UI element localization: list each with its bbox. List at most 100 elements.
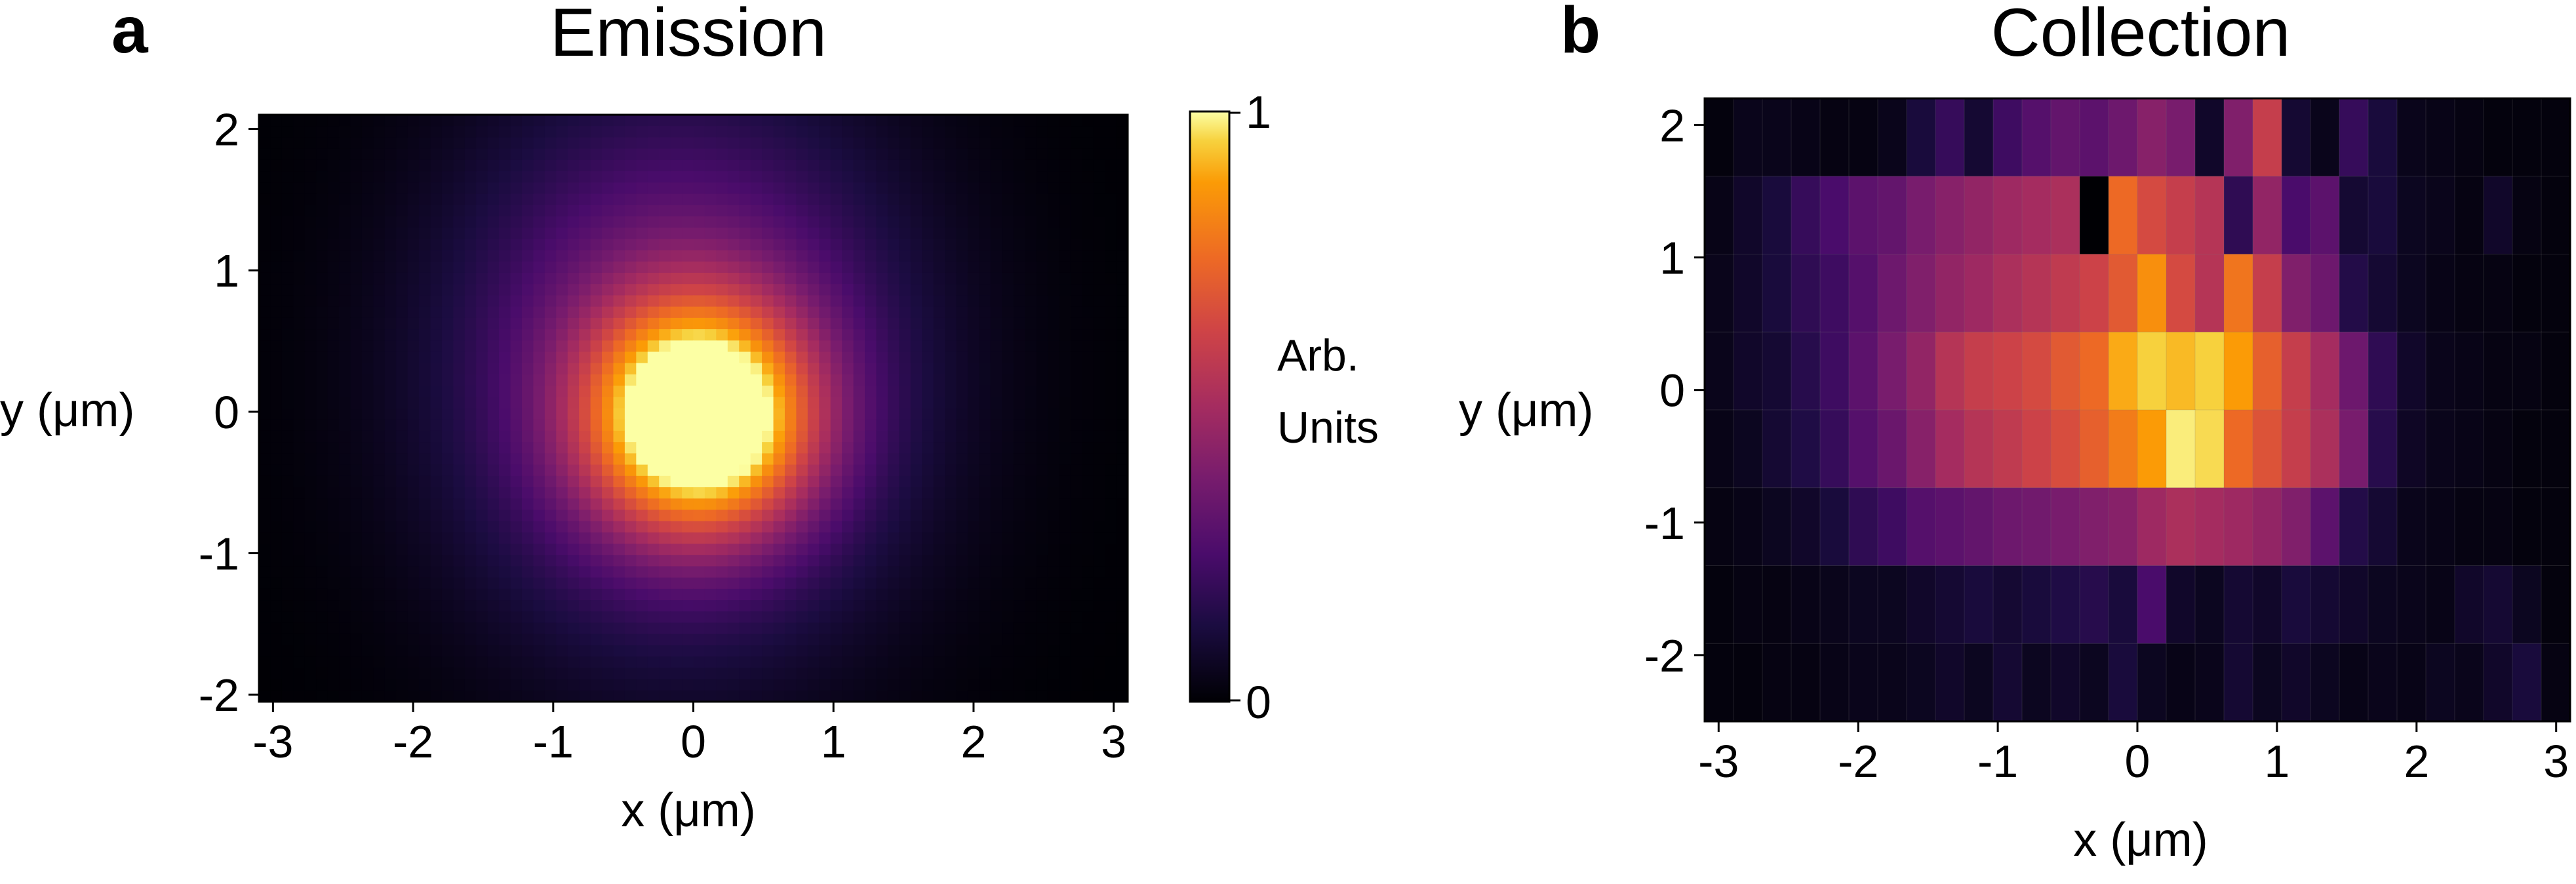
emission-cell	[350, 566, 363, 578]
collection-cell	[2050, 98, 2080, 177]
emission-cell	[887, 442, 900, 454]
collection-cell	[2137, 487, 2167, 567]
emission-cell	[293, 239, 306, 251]
emission-cell	[293, 340, 306, 353]
emission-cell	[304, 656, 317, 668]
emission-cell	[727, 295, 740, 308]
emission-cell	[887, 182, 900, 195]
emission-cell	[853, 408, 865, 420]
emission-cell	[1105, 510, 1117, 522]
emission-cell	[659, 645, 671, 657]
emission-cell	[602, 193, 614, 206]
emission-cell	[830, 159, 842, 172]
emission-cell	[727, 656, 740, 668]
collection-cell	[2339, 254, 2369, 333]
emission-cell	[304, 487, 317, 499]
emission-cell	[624, 668, 637, 680]
emission-cell	[407, 668, 420, 680]
emission-cell	[807, 397, 820, 409]
emission-cell	[624, 464, 637, 477]
emission-cell	[979, 690, 991, 702]
emission-cell	[830, 115, 842, 127]
collection-cell	[1935, 409, 1965, 489]
emission-cell	[796, 148, 808, 161]
emission-cell	[762, 679, 774, 691]
emission-cell	[602, 340, 614, 353]
emission-cell	[727, 588, 740, 601]
emission-cell	[339, 126, 351, 138]
emission-cell	[922, 295, 934, 308]
emission-cell	[933, 532, 945, 544]
emission-cell	[1047, 126, 1060, 138]
emission-cell	[990, 408, 1002, 420]
emission-cell	[762, 352, 774, 364]
emission-cell	[350, 261, 363, 273]
emission-cell	[853, 272, 865, 285]
emission-cell	[922, 430, 934, 443]
emission-cell	[441, 352, 454, 364]
collection-cell	[2050, 176, 2080, 255]
collection-cell	[1733, 98, 1763, 177]
emission-cell	[865, 261, 877, 273]
collection-cell	[2223, 565, 2253, 645]
emission-cell	[579, 498, 591, 510]
collection-cell	[1762, 176, 1792, 255]
emission-cell	[521, 645, 534, 657]
emission-cell	[956, 453, 968, 466]
emission-cell	[510, 622, 523, 635]
emission-cell	[682, 397, 694, 409]
emission-cell	[636, 475, 648, 488]
emission-cell	[979, 193, 991, 206]
emission-cell	[670, 159, 683, 172]
emission-cell	[361, 475, 374, 488]
emission-cell	[807, 532, 820, 544]
emission-cell	[567, 453, 580, 466]
emission-cell	[499, 510, 511, 522]
emission-cell	[716, 272, 728, 285]
emission-cell	[796, 228, 808, 239]
emission-cell	[350, 690, 363, 702]
emission-cell	[910, 611, 922, 624]
emission-cell	[613, 419, 625, 432]
emission-cell	[499, 690, 511, 702]
emission-cell	[979, 611, 991, 624]
emission-cell	[1105, 577, 1117, 590]
emission-cell	[727, 159, 740, 172]
emission-cell	[682, 182, 694, 195]
collection-cell	[2281, 176, 2311, 255]
emission-cell	[659, 487, 671, 499]
emission-cell	[499, 137, 511, 150]
emission-cell	[544, 668, 557, 680]
emission-cell	[762, 329, 774, 341]
emission-cell	[373, 442, 386, 454]
emission-cell	[533, 611, 545, 624]
emission-cell	[259, 588, 271, 601]
emission-cell	[590, 464, 603, 477]
emission-cell	[499, 588, 511, 601]
emission-cell	[579, 261, 591, 273]
emission-cell	[682, 352, 694, 364]
emission-cell	[670, 622, 683, 635]
emission-cell	[796, 600, 808, 612]
emission-cell	[945, 430, 957, 443]
emission-cell	[762, 555, 774, 567]
emission-cell	[567, 148, 580, 161]
collection-cell	[2252, 98, 2282, 177]
emission-cell	[910, 544, 922, 555]
emission-cell	[259, 532, 271, 544]
emission-cell	[1070, 284, 1082, 296]
emission-cell	[887, 228, 900, 239]
emission-cell	[659, 228, 671, 239]
emission-cell	[739, 600, 751, 612]
emission-cell	[1036, 679, 1048, 691]
emission-cell	[544, 498, 557, 510]
emission-cell	[1025, 137, 1037, 150]
emission-cell	[762, 159, 774, 172]
emission-cell	[716, 228, 728, 239]
emission-cell	[373, 521, 386, 533]
emission-cell	[876, 408, 888, 420]
emission-cell	[1093, 205, 1105, 217]
emission-cell	[304, 453, 317, 466]
emission-cell	[659, 193, 671, 206]
emission-cell	[579, 216, 591, 228]
